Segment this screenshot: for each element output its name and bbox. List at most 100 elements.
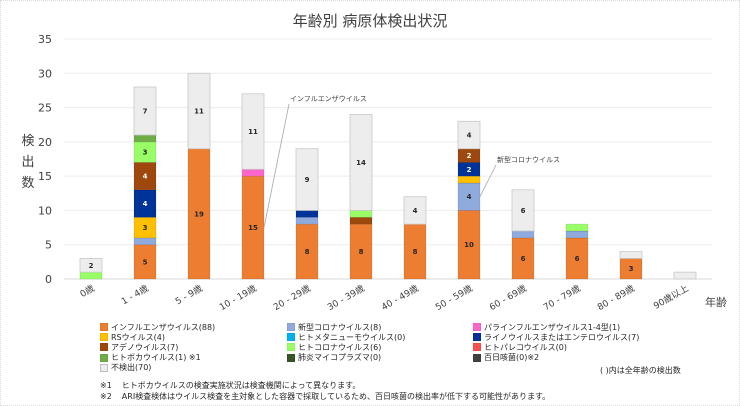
legend-label: ヒトメタニューモウイルス(0) [298,332,406,342]
legend-note: ( )内は全年齢の検出数 [600,366,681,375]
legend-label: RSウイルス(4) [111,332,165,342]
gridlines [64,38,712,280]
bar-segment-label: 9 [305,176,310,184]
bar-stack: 89 [295,148,319,280]
bar-segment [295,148,319,211]
y-tick-label: 20 [38,136,52,149]
bar-segment-label: 4 [143,200,148,208]
footnote: ※1 ヒトボカウイルスの検査実施状況は検査機関によって異なります。 [100,380,560,391]
legend-item: ヒトパレコウイルス(0) [473,342,567,352]
y-tick-label: 15 [38,170,52,183]
legend-item: アデノウイルス(7) [100,342,178,352]
legend-item: ヒトコロナウイルス(6) [287,342,381,352]
bar-segment [457,175,481,184]
bar-segment [295,210,319,218]
x-axis-ticks: 0歳 1 - 4歳 5 - 9歳 10 - 19歳 20 - 29歳 30 - 39歳 40… [78,282,691,313]
legend-swatch [473,323,481,331]
bar-segment-label: 6 [521,255,526,263]
x-tick-label: 0歳 [78,282,97,300]
footnote-mark: ※1 [100,381,112,390]
x-tick-label: 90歳以上 [651,282,690,312]
callout-leader-line [263,103,290,228]
legend-item: RSウイルス(4) [100,332,165,342]
bar-segment-label: 2 [89,262,94,270]
bar-stack [673,271,697,280]
bar-segment [295,216,319,225]
legend-label: ヒトパレコウイルス(0) [484,342,568,352]
bar-stack: 84 [403,196,427,280]
x-tick-label: 1 - 4歳 [119,282,150,307]
bar-segment [673,271,697,280]
bar-segment [565,230,589,239]
bar-segment-label: 14 [356,159,366,167]
bar-stack: 10 4 2 2 4 [457,120,481,280]
bar-segment-label: 2 [467,152,472,160]
x-tick-label: 80 - 89歳 [595,282,636,313]
legend-item: 新型コロナウイルス(8) [287,322,381,332]
bar-segment-label: 10 [464,241,474,249]
y-tick-label: 0 [45,273,52,286]
legend-item: 百日咳菌(0)※2 [473,353,539,363]
legend-swatch [473,333,481,342]
y-tick-label: 5 [45,239,52,252]
footnotes: ※1 ヒトボカウイルスの検査実施状況は検査機関によって異なります。 ※2 ARI検査検… [100,380,560,402]
callout-label: 新型コロナウイルス [497,155,560,164]
x-tick-label: 30 - 39歳 [325,282,366,313]
bar-segment-label: 4 [413,207,418,215]
bar-segment-label: 7 [143,108,148,116]
bar-segment [457,162,481,177]
chart-title: 年齢別 病原体検出状況 [292,12,448,30]
bar-segment-label: 8 [359,248,364,256]
bar-segment [349,216,373,225]
legend-swatch [100,343,108,352]
y-axis-label: 検出数 [21,134,34,191]
legend-item: ヒトメタニューモウイルス(0) [287,332,405,342]
y-axis-label-char: 数 [21,176,34,191]
legend-item: 肺炎マイコプラズマ(0) [287,353,381,363]
x-axis-label: 年齢 [705,295,727,309]
bar-segment [457,120,481,150]
legend-swatch [287,333,295,342]
bar-segment-label: 4 [467,193,472,201]
bar-stack: 5 3 4 4 3 7 [133,86,157,280]
footnote-text: ARI検査検体はウイルス検査を主対象とした容器で採取しているため、百日咳菌の検出… [121,392,551,401]
bar-segment-label: 2 [467,166,472,174]
y-axis-label-char: 出 [21,155,34,170]
bar-segment [79,271,103,280]
bar-segment-label: 3 [629,265,634,273]
y-tick-label: 30 [38,67,52,80]
x-tick-label: 5 - 9歳 [173,282,204,307]
legend-label: 肺炎マイコプラズマ(0) [298,353,382,363]
bar-segment [403,196,427,225]
bar-segment-label: 8 [413,248,418,256]
legend-label: アデノウイルス(7) [111,342,179,352]
bar-segment-label: 8 [305,248,310,256]
y-tick-label: 35 [38,33,52,46]
legend-label: インフルエンザウイルス(88) [111,322,216,332]
legend-label: パラインフルエンザウイルス1-4型(1) [484,322,621,332]
legend-item: インフルエンザウイルス(88) [100,322,215,332]
bar-segment [349,210,373,218]
y-axis-ticks: 0 5 10 15 20 25 30 35 [38,33,52,286]
bar-segment-label: 4 [467,132,472,140]
bar-segment-label: 5 [143,258,148,266]
bar-segment [619,251,643,259]
footnote-text: ヒトボカウイルスの検査実施状況は検査機関によって異なります。 [121,381,361,390]
bar-segment-label: 15 [248,224,258,232]
legend-swatch [287,343,295,352]
bar-segment [349,114,373,211]
legend-label: ライノウイルスまたはエンテロウイルス(7) [484,332,640,342]
footnote: ※2 ARI検査検体はウイルス検査を主対象とした容器で採取しているため、百日咳菌の… [100,391,560,402]
bar-segment-label: 19 [194,210,204,218]
bar-segment-label: 6 [521,207,526,215]
legend-item: ヒトボカウイルス(1) ※1 [100,353,201,363]
legend-label: ヒトコロナウイルス(6) [298,342,382,352]
legend-label: 百日咳菌(0)※2 [484,353,540,363]
bar-segment [133,237,157,246]
bar-segment [511,230,535,239]
legend-label: ヒトボカウイルス(1) ※1 [111,353,201,363]
